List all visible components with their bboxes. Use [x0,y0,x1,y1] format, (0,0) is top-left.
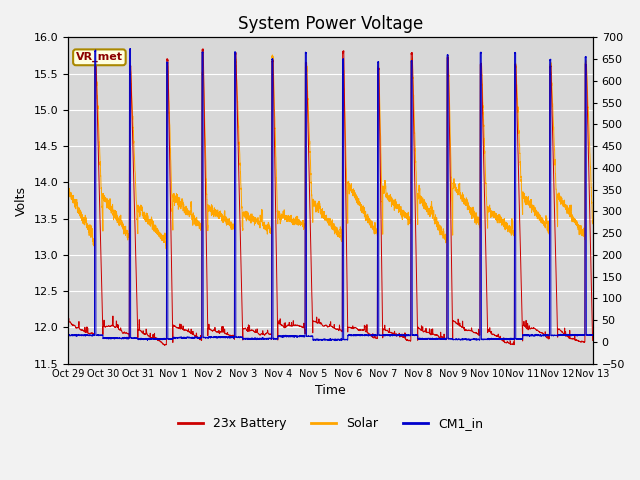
X-axis label: Time: Time [315,384,346,397]
Text: VR_met: VR_met [76,52,123,62]
Title: System Power Voltage: System Power Voltage [237,15,423,33]
Y-axis label: Volts: Volts [15,185,28,216]
Legend: 23x Battery, Solar, CM1_in: 23x Battery, Solar, CM1_in [173,412,488,435]
